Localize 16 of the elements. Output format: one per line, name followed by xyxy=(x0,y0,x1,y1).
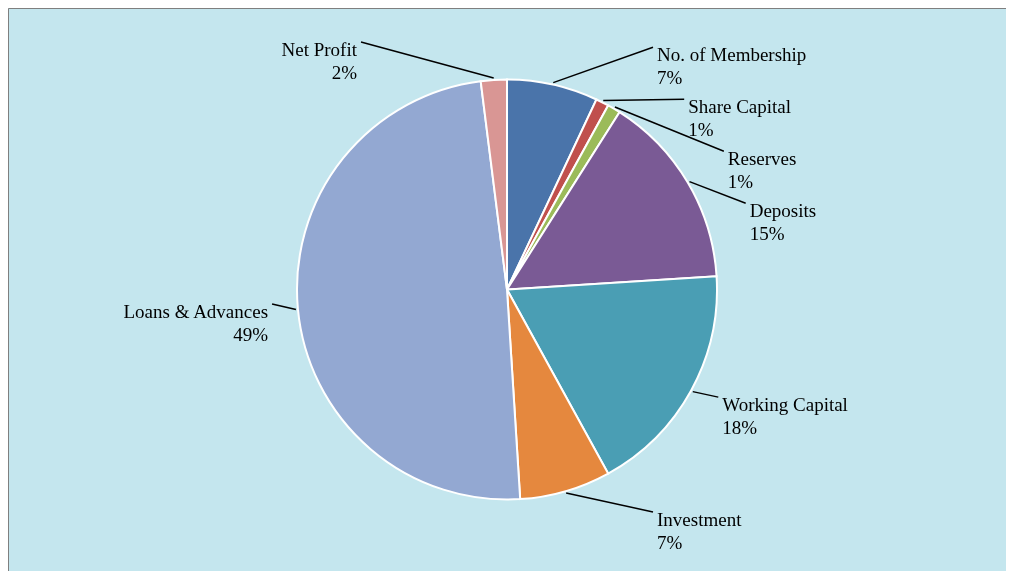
slice-label: Investment xyxy=(657,508,743,530)
data-label: 15% xyxy=(749,223,785,245)
data-label: 18% xyxy=(722,417,758,439)
slice-label: Reserves xyxy=(727,148,797,170)
data-label: 7% xyxy=(657,67,683,89)
slice-label: No. of Membership xyxy=(657,44,807,66)
slice-label: Net Profit xyxy=(281,38,358,60)
slice-label: Loans & Advances xyxy=(123,301,269,323)
data-label: 7% xyxy=(657,531,683,553)
data-label: 1% xyxy=(727,171,754,193)
data-label: 2% xyxy=(331,61,358,83)
slice-label: Working Capital xyxy=(722,394,848,416)
data-label: 1% xyxy=(688,119,714,141)
slice-label: Deposits xyxy=(749,200,817,222)
data-label: 49% xyxy=(233,324,269,346)
slice-label: Share Capital xyxy=(688,96,792,118)
